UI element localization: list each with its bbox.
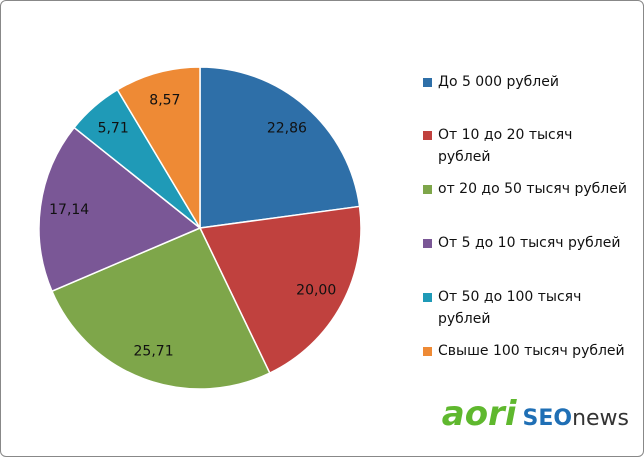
pie-slice [38,126,202,293]
brand-news: news [572,406,629,431]
legend-item: От 50 до 100 тысяч рублей [421,286,588,330]
brand: aori SEOnews [442,394,629,434]
legend-swatch [423,185,432,194]
data-label: 17,14 [49,202,89,218]
legend-label: До 5 000 рублей [438,74,559,90]
legend-item: До 5 000 рублей [421,71,559,93]
brand-logo: SEOnews [522,406,629,431]
legend-label: от 20 до 50 тысяч рублей [438,181,627,197]
brand-logo: aori [441,394,517,434]
legend-label: От 10 до 20 тысяч рублей [438,127,573,165]
pie-slice [116,66,201,231]
legend-swatch [423,239,432,248]
data-label: 20,00 [296,283,336,299]
data-label: 22,86 [267,121,307,137]
legend-swatch [423,347,432,356]
legend-item: От 10 до 20 тысяч рублей [421,124,588,168]
pie-slice [199,66,361,229]
pie-slice [198,205,362,375]
legend-item: От 5 до 10 тысяч рублей [421,232,620,254]
legend-label: От 50 до 100 тысяч рублей [438,289,582,327]
brand-seo: SEO [522,406,573,431]
data-label: 8,57 [149,93,180,109]
legend-item: от 20 до 50 тысяч рублей [421,178,627,200]
legend-swatch [423,131,432,140]
data-label: 25,71 [134,344,174,360]
legend-swatch [423,293,432,302]
legend-swatch [423,78,432,87]
legend-label: Свыше 100 тысяч рублей [438,343,625,359]
legend-item: Свыше 100 тысяч рублей [421,340,625,362]
data-label: 5,71 [98,121,129,137]
legend-label: От 5 до 10 тысяч рублей [438,235,621,251]
